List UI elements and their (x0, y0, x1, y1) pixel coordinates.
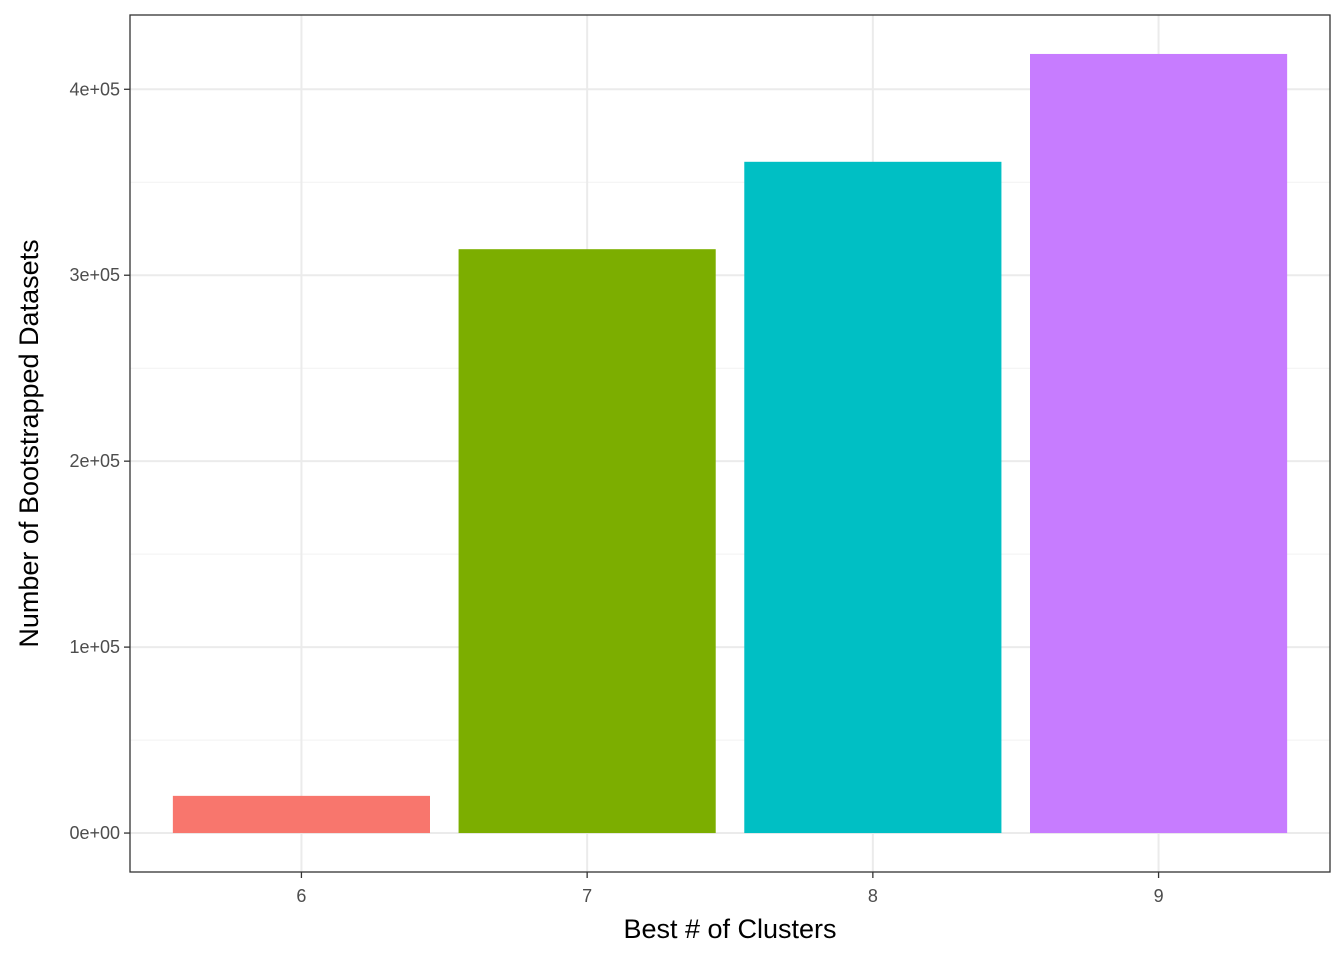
y-axis-ticks: 0e+00 1e+05 2e+05 3e+05 4e+05 (69, 79, 130, 843)
bar-6 (172, 795, 430, 834)
x-tick-label: 7 (582, 886, 592, 906)
y-axis-title: Number of Bootstrapped Datasets (14, 239, 44, 647)
y-tick-label: 1e+05 (69, 637, 120, 657)
y-tick-label: 0e+00 (69, 823, 120, 843)
y-tick-label: 2e+05 (69, 451, 120, 471)
bar-9 (1030, 53, 1288, 834)
y-tick-label: 4e+05 (69, 79, 120, 99)
y-tick-label: 3e+05 (69, 265, 120, 285)
x-axis-ticks: 6 7 8 9 (296, 872, 1164, 906)
x-tick-label: 8 (868, 886, 878, 906)
x-tick-label: 9 (1154, 886, 1164, 906)
bars (172, 53, 1288, 834)
bar-7 (458, 249, 716, 834)
x-axis-title: Best # of Clusters (623, 914, 836, 944)
bar-8 (744, 161, 1002, 834)
x-tick-label: 6 (296, 886, 306, 906)
panel-border (129, 14, 1331, 873)
